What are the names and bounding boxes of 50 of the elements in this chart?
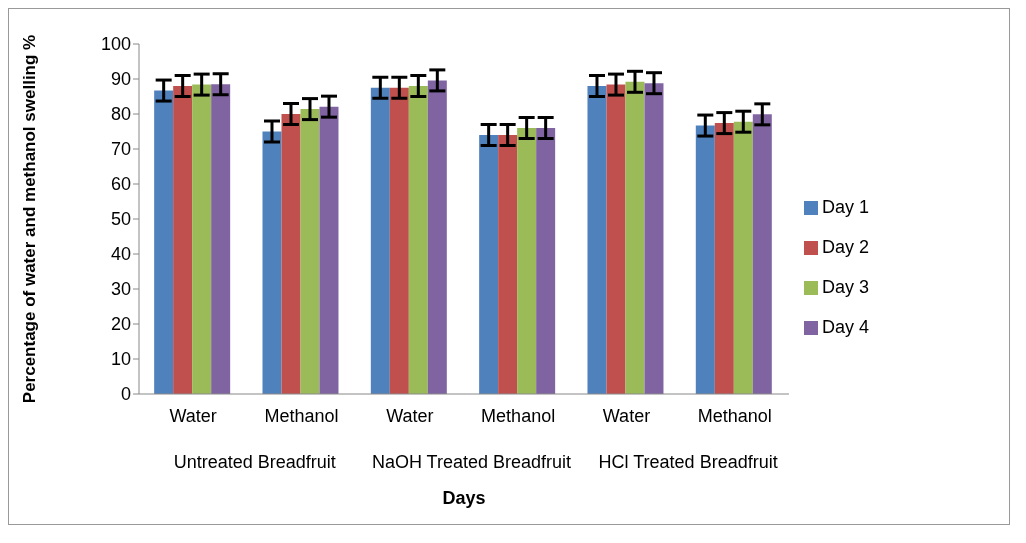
y-tick-label: 90 — [110, 69, 131, 90]
bar — [498, 135, 518, 394]
legend-label: Day 3 — [821, 276, 869, 297]
bar — [427, 80, 447, 394]
bar — [192, 84, 212, 394]
bar — [389, 87, 409, 394]
y-tick-label: 30 — [110, 279, 131, 300]
bar — [479, 135, 499, 394]
y-tick-label: 50 — [110, 209, 131, 230]
bar — [370, 87, 390, 394]
y-tick-label: 20 — [110, 314, 131, 335]
x-tick-label: Methanol — [697, 406, 772, 426]
bar — [281, 114, 301, 394]
text: Untreated Breadfruit — [173, 452, 336, 472]
y-tick-label: 100 — [100, 34, 131, 55]
legend-label: Day 2 — [821, 236, 869, 257]
x-axis-title: Days — [442, 488, 486, 508]
y-tick-label: 0 — [120, 384, 131, 405]
bar — [154, 90, 174, 394]
bar — [733, 121, 753, 394]
x-tick-label: Methanol — [264, 406, 339, 426]
x-tick-label: Methanol — [481, 406, 556, 426]
bar — [262, 131, 282, 394]
y-tick-label: 80 — [110, 104, 131, 125]
bar — [536, 128, 556, 394]
y-tick-label: 70 — [110, 139, 131, 160]
bar — [587, 86, 607, 394]
text: NaOH Treated Breadfruit — [371, 452, 572, 472]
bar — [408, 86, 428, 394]
legend-label: Day 1 — [821, 196, 869, 217]
bar — [211, 84, 231, 394]
bar — [606, 84, 626, 394]
x-tick-label: Water — [169, 406, 217, 426]
bar — [752, 114, 772, 394]
bar — [300, 109, 320, 394]
bar — [625, 81, 645, 394]
legend-label: Day 4 — [821, 316, 869, 337]
y-tick-label: 40 — [110, 244, 131, 265]
bar — [319, 106, 339, 394]
bar — [695, 125, 715, 394]
x-tick-label: Water — [602, 406, 651, 426]
text: HCl Treated Breadfruit — [598, 452, 778, 472]
y-tick-label: 10 — [110, 349, 131, 370]
bar — [173, 86, 193, 394]
bar — [714, 123, 734, 394]
bar — [644, 83, 664, 394]
x-tick-label: Water — [386, 406, 434, 426]
bar — [517, 128, 537, 394]
y-tick-label: 60 — [110, 174, 131, 195]
y-axis-title: Percentage of water and methanol swelling % — [20, 34, 40, 404]
